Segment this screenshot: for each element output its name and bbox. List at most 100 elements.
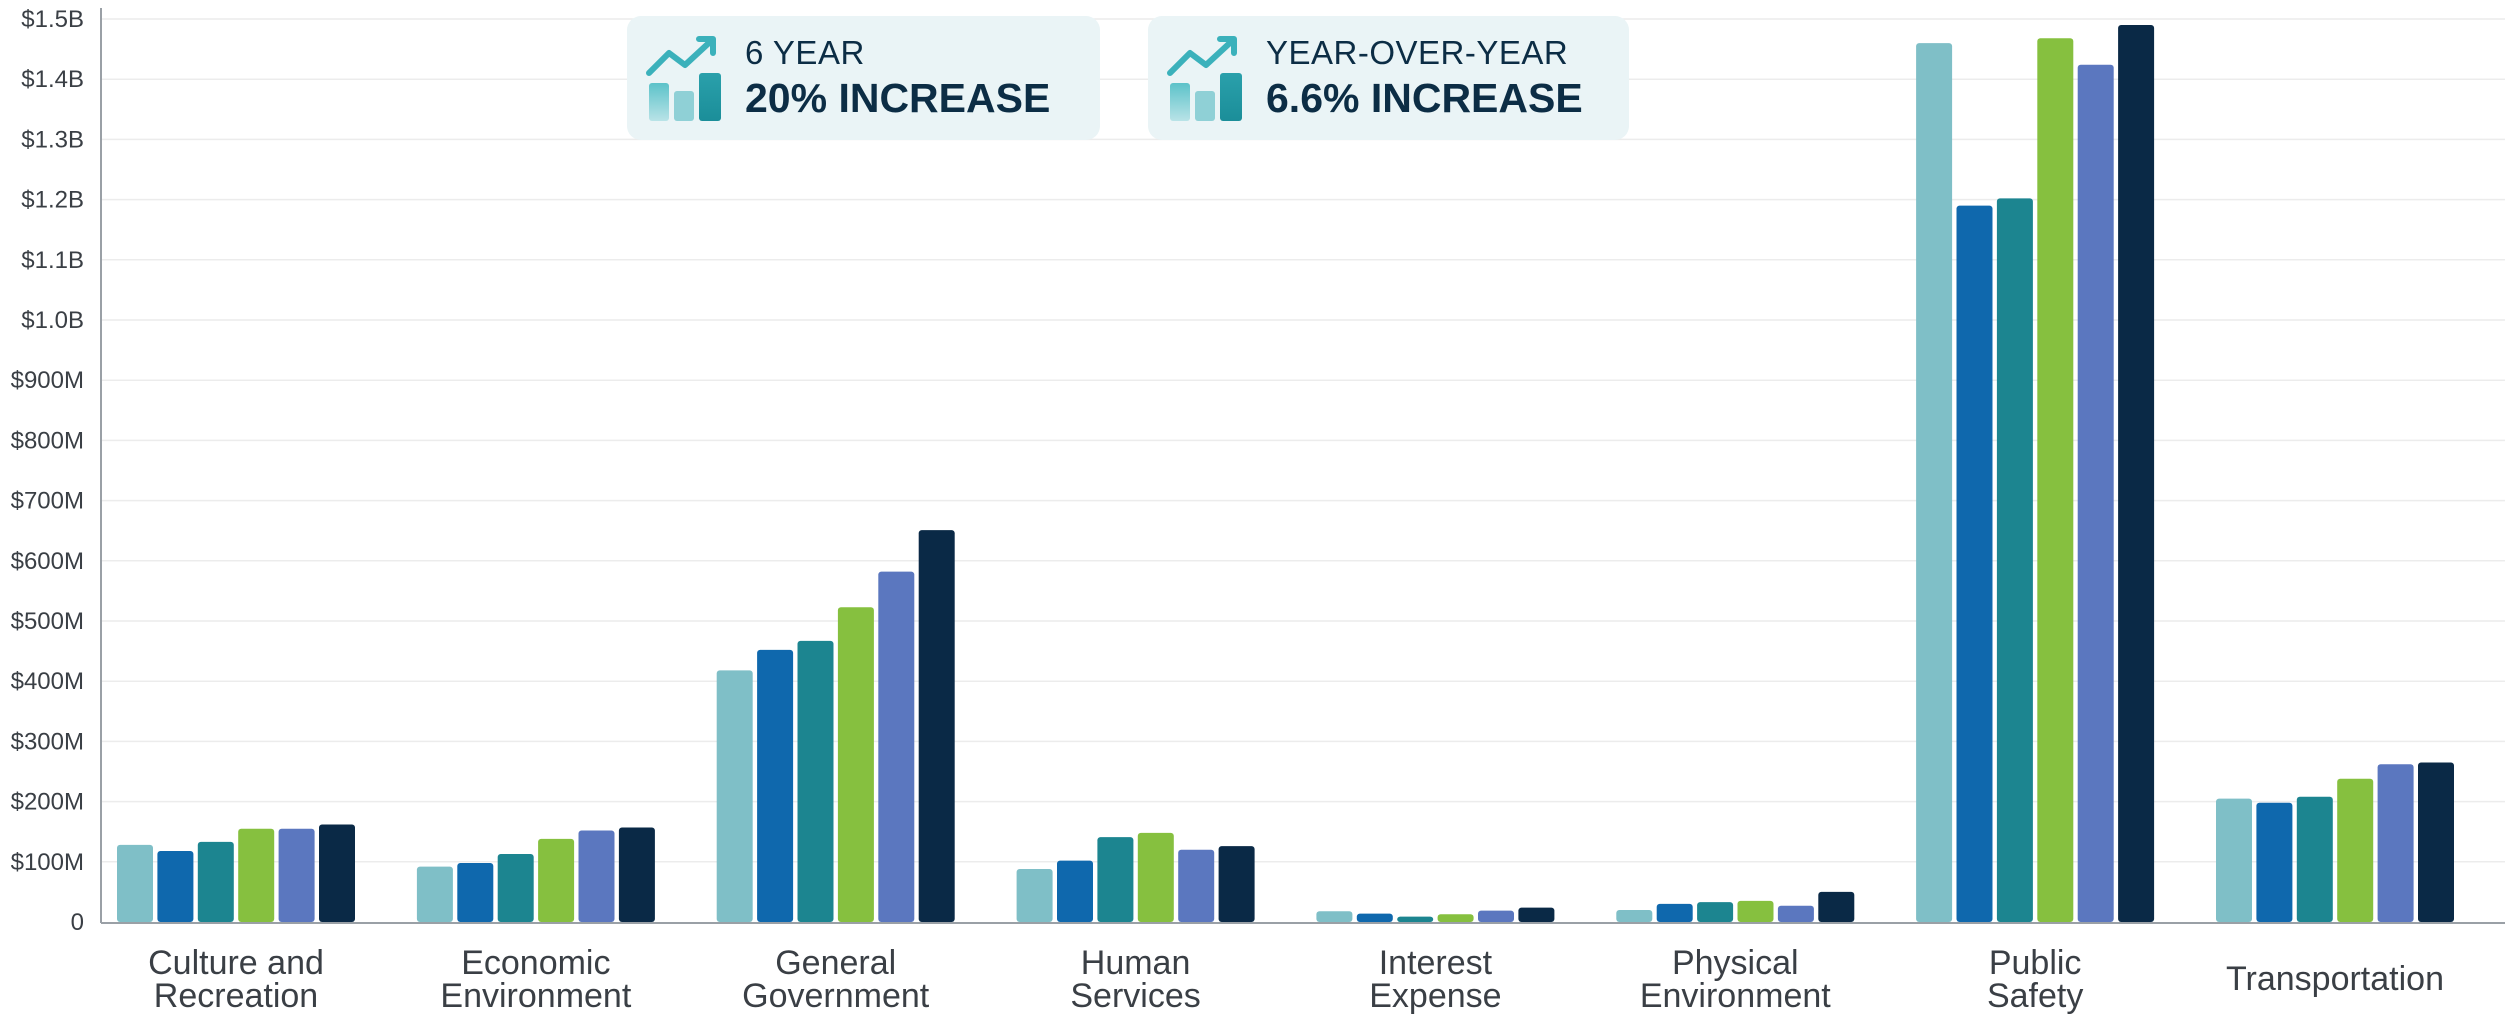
x-category-label: Environment: [440, 977, 631, 1015]
chart-trend-up-icon: [646, 36, 721, 121]
x-category-label: Transportation: [2226, 960, 2444, 998]
bar: [2337, 778, 2374, 922]
x-category-label: Human: [1081, 944, 1191, 982]
bar: [1016, 869, 1053, 922]
bar: [2077, 64, 2114, 923]
bar: [1097, 837, 1134, 922]
bar-group: [1916, 25, 2155, 923]
bar: [837, 607, 874, 922]
bar: [1518, 907, 1555, 922]
bar: [2118, 25, 2155, 922]
y-tick-label: $1.4B: [21, 66, 84, 93]
bar: [1178, 849, 1215, 922]
bar: [578, 830, 615, 922]
bar: [157, 851, 194, 922]
x-category-label: Services: [1070, 977, 1200, 1015]
y-tick-label: $200M: [11, 789, 84, 816]
year-over-year-callout: YEAR-OVER-YEAR 6.6% INCREASE: [1148, 16, 1629, 140]
y-tick-label: $1.2B: [21, 187, 84, 214]
bar: [1916, 43, 1953, 923]
y-tick-label: 0: [71, 909, 84, 936]
y-tick-label: $1.0B: [21, 307, 84, 334]
bars: [117, 25, 2454, 923]
bar: [1316, 911, 1353, 922]
bar: [1057, 860, 1093, 922]
y-tick-label: $1.3B: [21, 126, 84, 153]
bar: [1397, 916, 1434, 922]
bar: [2296, 796, 2333, 922]
bar: [1777, 905, 1814, 922]
x-axis-category-labels: Culture andRecreationEconomicEnvironment…: [148, 944, 2444, 1015]
x-category-label: Physical: [1672, 944, 1799, 982]
callout-value: 6.6% INCREASE: [1266, 75, 1583, 121]
bar: [1218, 846, 1255, 922]
bar: [1818, 891, 1855, 922]
bar: [117, 844, 153, 922]
bar: [918, 530, 955, 922]
bar: [2418, 762, 2454, 922]
bar: [618, 827, 655, 922]
bar-group: [1016, 832, 1255, 922]
callout-label: YEAR-OVER-YEAR: [1266, 34, 1569, 71]
bar: [2377, 764, 2414, 922]
y-tick-label: $400M: [11, 668, 84, 695]
bar: [238, 828, 275, 922]
bar: [757, 649, 794, 922]
x-category-label: Interest: [1379, 944, 1493, 982]
bar: [716, 670, 753, 922]
y-tick-label: $800M: [11, 427, 84, 454]
x-category-label: Recreation: [154, 977, 318, 1015]
bar: [2037, 38, 2074, 923]
bar: [197, 841, 234, 922]
y-tick-label: $100M: [11, 849, 84, 876]
bar-group: [117, 824, 355, 922]
bar: [1656, 903, 1693, 922]
bar: [1737, 900, 1774, 922]
bar: [1356, 913, 1393, 922]
bar: [878, 571, 915, 922]
bar: [1478, 910, 1514, 922]
callout-label: 6 YEAR: [745, 34, 865, 71]
y-tick-label: $300M: [11, 728, 84, 755]
bar: [1956, 205, 1993, 923]
x-category-label: Economic: [461, 944, 610, 982]
bar: [278, 828, 315, 922]
bar: [1996, 198, 2033, 922]
y-tick-label: $700M: [11, 488, 84, 515]
y-tick-label: $1.5B: [21, 6, 84, 33]
bar: [2256, 802, 2293, 922]
x-category-label: Public: [1989, 944, 2082, 982]
six-year-callout: 6 YEAR 20% INCREASE: [627, 16, 1100, 140]
bar: [2216, 798, 2252, 922]
x-category-label: Expense: [1369, 977, 1501, 1015]
x-category-label: Safety: [1987, 977, 2083, 1015]
y-axis-tick-labels: 0 $100M $200M $300M $400M $500M $600M $700M $800…: [11, 6, 84, 936]
bar: [497, 854, 534, 922]
bar-group: [1616, 891, 1855, 922]
x-category-label: Environment: [1640, 977, 1831, 1015]
bar: [1697, 902, 1734, 922]
bar: [416, 866, 453, 922]
y-tick-label: $600M: [11, 548, 84, 575]
bar-group: [2216, 762, 2454, 922]
y-tick-label: $1.1B: [21, 247, 84, 274]
bar-group: [1316, 907, 1555, 922]
bar: [1437, 914, 1474, 922]
x-category-label: General: [775, 944, 896, 982]
bar: [538, 838, 575, 922]
bar: [457, 863, 494, 922]
chart-trend-up-icon: [1167, 36, 1242, 121]
bar-group: [716, 530, 955, 922]
bar: [1137, 832, 1174, 922]
y-tick-label: $900M: [11, 367, 84, 394]
bar-group: [416, 827, 655, 922]
bar: [797, 640, 834, 922]
bar: [319, 824, 355, 922]
y-tick-label: $500M: [11, 608, 84, 635]
callout-value: 20% INCREASE: [745, 75, 1051, 121]
axes: [100, 8, 2505, 924]
x-category-label: Culture and: [148, 944, 324, 982]
bar: [1616, 910, 1653, 922]
x-category-label: Government: [742, 977, 930, 1015]
